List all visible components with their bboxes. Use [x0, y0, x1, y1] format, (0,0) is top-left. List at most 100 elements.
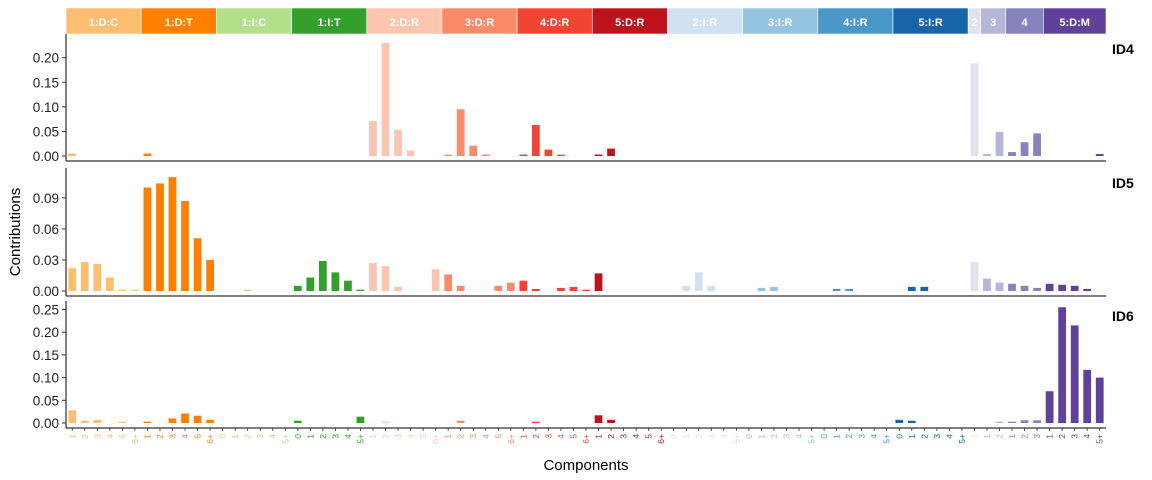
bar — [181, 413, 189, 423]
x-tick-label: 5 — [568, 434, 578, 439]
bar — [1045, 283, 1054, 291]
x-tick-label: 5 — [193, 434, 203, 439]
bar — [607, 419, 615, 423]
category-block — [366, 7, 443, 35]
x-tick-label: 1 — [1045, 434, 1055, 439]
category-label: 2:I:R — [693, 17, 718, 29]
x-tick-label: 0 — [744, 434, 754, 439]
bar — [1095, 154, 1104, 156]
x-tick-label: 3 — [393, 434, 403, 439]
bar — [519, 154, 528, 156]
x-tick-label: 0 — [293, 434, 303, 439]
x-tick-label: 1 — [1007, 434, 1017, 439]
bar — [331, 272, 340, 291]
bar — [293, 420, 302, 423]
bar — [1070, 285, 1079, 291]
x-tick-label: 2 — [694, 434, 704, 439]
x-axis-title: Components — [543, 457, 628, 474]
x-tick-label: 1 — [518, 434, 528, 439]
x-tick-label: 2 — [606, 434, 616, 439]
bar — [1008, 421, 1016, 423]
x-tick-label: 2 — [456, 434, 466, 439]
bar — [1058, 307, 1067, 423]
x-tick-label: 4 — [944, 434, 954, 439]
bar — [770, 286, 778, 291]
x-tick-label: 2 — [155, 434, 165, 439]
x-tick-label: 4 — [631, 434, 641, 439]
x-tick-label: 4 — [719, 434, 729, 439]
bar — [1045, 391, 1054, 423]
y-tick-label: 0.25 — [33, 303, 59, 318]
bar — [318, 260, 327, 291]
x-tick-label: 5+ — [355, 434, 365, 444]
bar — [1083, 369, 1092, 423]
y-tick-label: 0.00 — [33, 284, 59, 299]
bar — [544, 149, 553, 156]
bar — [206, 419, 214, 423]
x-tick-label: 1 — [982, 434, 992, 439]
category-label: 4:I:R — [843, 17, 868, 29]
bar — [369, 121, 377, 156]
x-tick-label: 2 — [381, 434, 391, 439]
bar — [406, 150, 415, 156]
bar — [531, 125, 540, 156]
x-tick-label: 4 — [268, 434, 278, 439]
bar — [143, 187, 152, 291]
bar — [995, 421, 1004, 423]
bar — [607, 148, 615, 156]
category-label: 5:D:R — [615, 17, 644, 29]
panel-id4: 0.00 0.05 0.10 0.15 0.20 ID4 — [33, 34, 1134, 164]
y-tick-label: 0.10 — [33, 371, 59, 386]
bar — [1033, 287, 1041, 291]
x-tick-label: 6+ — [506, 434, 516, 444]
x-tick-label: 3 — [168, 434, 178, 439]
bar — [68, 153, 77, 156]
x-tick-label: 3 — [1032, 434, 1042, 439]
category-label: 1:D:T — [165, 17, 193, 29]
bar — [832, 288, 841, 291]
x-tick-label: 5+ — [280, 434, 290, 444]
bar — [995, 131, 1004, 156]
bar — [494, 285, 503, 291]
bar — [983, 154, 991, 156]
bar — [594, 273, 603, 291]
x-tick-label: 1 — [832, 434, 842, 439]
bar — [1083, 288, 1092, 291]
x-tick-label: 4 — [343, 434, 353, 439]
bar — [569, 286, 578, 291]
bar — [293, 285, 302, 291]
bar — [118, 421, 127, 423]
panels: 0.00 0.05 0.10 0.15 0.20 ID4 0.00 0.03 0.06 0.09 I… — [33, 34, 1134, 431]
x-tick-label: 1 — [969, 434, 979, 439]
bar — [181, 200, 189, 291]
bar — [1008, 283, 1016, 291]
bar — [168, 418, 177, 423]
bar — [369, 263, 377, 291]
x-tick-label: 3 — [468, 434, 478, 439]
bar — [456, 420, 465, 423]
y-tick-label: 0.03 — [33, 253, 59, 268]
bar — [306, 277, 315, 291]
category-label: 3:D:R — [465, 17, 494, 29]
bar — [156, 183, 164, 291]
category-label: 1:I:C — [242, 17, 267, 29]
x-tick-label: 4 — [180, 434, 190, 439]
x-tick-label: 3 — [706, 434, 716, 439]
bar — [444, 274, 453, 291]
bar — [93, 264, 102, 291]
bar — [557, 287, 565, 291]
bar — [907, 420, 916, 423]
category-block — [291, 7, 368, 35]
x-tick-label: 1 — [907, 434, 917, 439]
bar — [1008, 152, 1016, 156]
bar — [920, 286, 929, 291]
bar — [983, 278, 991, 291]
x-tick-label: 3 — [857, 434, 867, 439]
x-tick-label: 4 — [105, 434, 115, 439]
bar — [694, 272, 703, 291]
bar — [131, 289, 139, 291]
x-tick-label: 3 — [932, 434, 942, 439]
x-tick-label: 1 — [230, 434, 240, 439]
y-tick-label: 0.06 — [33, 222, 59, 237]
bar — [344, 280, 352, 291]
